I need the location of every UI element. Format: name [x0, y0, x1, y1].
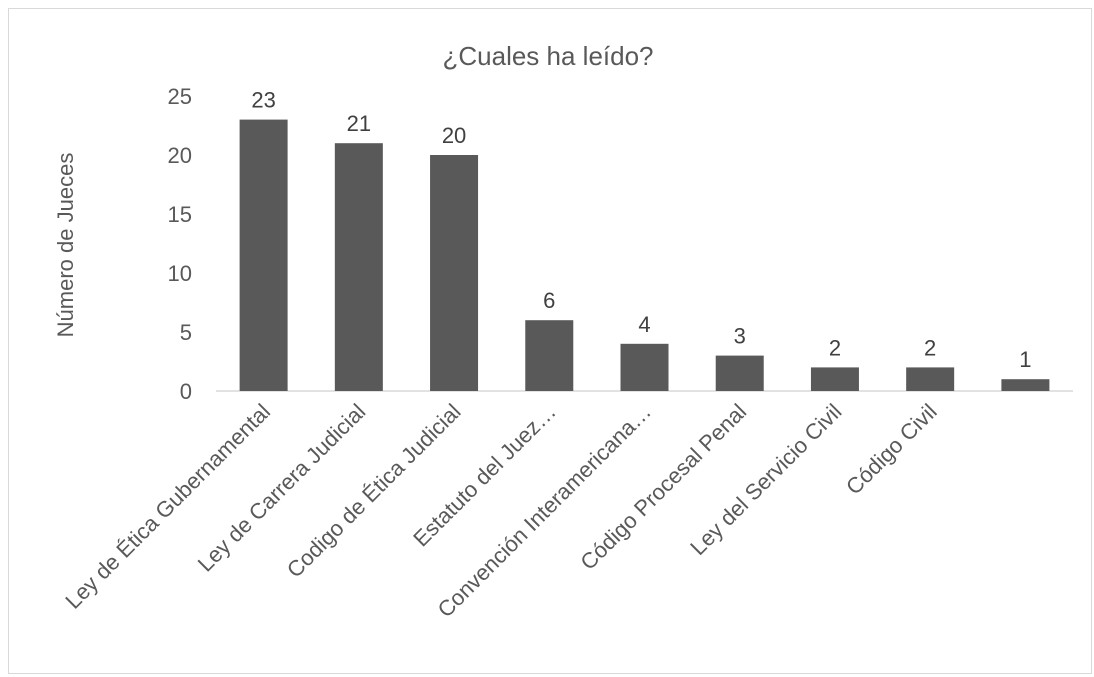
bar [1001, 379, 1050, 391]
y-tick-label: 15 [168, 202, 192, 227]
bar [715, 355, 764, 391]
category-label: Codigo de Ética Judicial [282, 399, 466, 583]
y-tick-label: 10 [168, 261, 192, 286]
bar [810, 367, 859, 391]
y-axis-label: Número de Jueces [53, 153, 78, 338]
bar [430, 155, 479, 391]
y-tick-label: 5 [180, 320, 192, 345]
bar-value-label: 6 [543, 288, 555, 313]
y-tick-labels: 0 5 10 15 20 25 [168, 84, 192, 404]
y-tick-label: 0 [180, 379, 192, 404]
bar [525, 320, 574, 391]
category-label: Ley de Carrera Judicial [193, 399, 371, 577]
bar-value-label: 21 [347, 111, 371, 136]
y-tick-label: 25 [168, 84, 192, 109]
category-label: Ley de Ética Gubernamental [60, 399, 275, 614]
bar-value-label: 3 [734, 324, 746, 349]
bar-value-label: 2 [829, 335, 841, 360]
category-label: Código Civil [841, 399, 942, 500]
bar-value-label: 4 [638, 312, 650, 337]
bar-value-label: 1 [1019, 347, 1031, 372]
bar-value-label: 20 [442, 123, 466, 148]
bar [906, 367, 955, 391]
chart-title: ¿Cuales ha leído? [442, 41, 653, 71]
category-label: Código Procesal Penal [575, 399, 751, 575]
bars [239, 119, 1050, 391]
y-tick-label: 20 [168, 143, 192, 168]
bar [334, 143, 383, 391]
bar [239, 119, 288, 391]
bar-value-label: 23 [251, 88, 275, 113]
bar-value-label: 2 [924, 335, 936, 360]
bar [620, 343, 669, 391]
